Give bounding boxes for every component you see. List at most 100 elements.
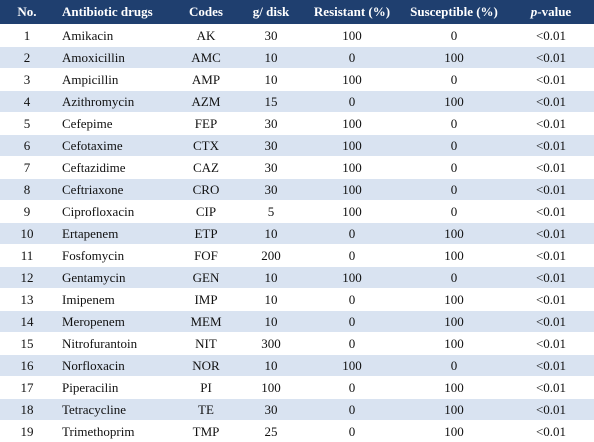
table-cell: Azithromycin — [54, 91, 174, 113]
table-cell: 0 — [304, 399, 400, 421]
table-cell: 0 — [304, 311, 400, 333]
header-cell: g/ disk — [238, 0, 304, 25]
table-cell: 100 — [238, 377, 304, 399]
table-cell: 100 — [400, 311, 508, 333]
table-cell: 0 — [400, 355, 508, 377]
table-cell: CRO — [174, 179, 238, 201]
table-cell: Cefotaxime — [54, 135, 174, 157]
table-cell: 10 — [238, 311, 304, 333]
table-cell: 100 — [400, 399, 508, 421]
header-cell: No. — [0, 0, 54, 25]
table-cell: Meropenem — [54, 311, 174, 333]
table-cell: Tetracycline — [54, 399, 174, 421]
table-cell: 30 — [238, 157, 304, 179]
table-cell: 0 — [304, 333, 400, 355]
table-cell: 0 — [400, 201, 508, 223]
table-cell: 0 — [400, 25, 508, 47]
table-cell: <0.01 — [508, 113, 594, 135]
table-cell: 30 — [238, 113, 304, 135]
table-cell: 17 — [0, 377, 54, 399]
header-cell: Susceptible (%) — [400, 0, 508, 25]
table-cell: <0.01 — [508, 245, 594, 267]
table-cell: 0 — [304, 223, 400, 245]
table-cell: 200 — [238, 245, 304, 267]
table-cell: Ceftazidime — [54, 157, 174, 179]
table-cell: AMP — [174, 69, 238, 91]
table-cell: 100 — [304, 355, 400, 377]
table-cell: 6 — [0, 135, 54, 157]
table-cell: <0.01 — [508, 399, 594, 421]
table-cell: 100 — [400, 223, 508, 245]
table-cell: AMC — [174, 47, 238, 69]
header-cell: p-value — [508, 0, 594, 25]
table-cell: 100 — [400, 377, 508, 399]
table-cell: <0.01 — [508, 355, 594, 377]
table-cell: 16 — [0, 355, 54, 377]
table-cell: 100 — [304, 113, 400, 135]
table-cell: 0 — [400, 113, 508, 135]
table-cell: IMP — [174, 289, 238, 311]
header-cell: Codes — [174, 0, 238, 25]
table-cell: 30 — [238, 135, 304, 157]
table-cell: <0.01 — [508, 69, 594, 91]
table-cell: 0 — [400, 179, 508, 201]
table-cell: 30 — [238, 25, 304, 47]
table-cell: 100 — [304, 25, 400, 47]
table-cell: 10 — [238, 355, 304, 377]
table-cell: 300 — [238, 333, 304, 355]
table-cell: <0.01 — [508, 223, 594, 245]
table-cell: Ampicillin — [54, 69, 174, 91]
table-cell: 100 — [400, 289, 508, 311]
table-cell: 0 — [400, 69, 508, 91]
table-cell: 19 — [0, 421, 54, 442]
table-cell: <0.01 — [508, 91, 594, 113]
table-cell: 0 — [304, 91, 400, 113]
table-cell: <0.01 — [508, 289, 594, 311]
table-cell: 15 — [0, 333, 54, 355]
table-cell: 12 — [0, 267, 54, 289]
table-cell: 10 — [238, 69, 304, 91]
table-cell: 0 — [400, 157, 508, 179]
table-cell: 13 — [0, 289, 54, 311]
table-cell: Ertapenem — [54, 223, 174, 245]
table-cell: 100 — [304, 179, 400, 201]
table-cell: 4 — [0, 91, 54, 113]
table-cell: Trimethoprim — [54, 421, 174, 442]
table-cell: GEN — [174, 267, 238, 289]
table-cell: 1 — [0, 25, 54, 47]
table-cell: <0.01 — [508, 201, 594, 223]
table-cell: 10 — [238, 289, 304, 311]
table-cell: TE — [174, 399, 238, 421]
table-cell: 100 — [304, 157, 400, 179]
table-cell: 0 — [304, 377, 400, 399]
table-cell: 25 — [238, 421, 304, 442]
table-cell: CAZ — [174, 157, 238, 179]
table-cell: 9 — [0, 201, 54, 223]
table-cell: 0 — [400, 135, 508, 157]
table-cell: PI — [174, 377, 238, 399]
table-cell: Nitrofurantoin — [54, 333, 174, 355]
table-cell: 2 — [0, 47, 54, 69]
table-cell: Imipenem — [54, 289, 174, 311]
table-cell: <0.01 — [508, 311, 594, 333]
table-cell: CTX — [174, 135, 238, 157]
table-cell: 11 — [0, 245, 54, 267]
table-cell: Amoxicillin — [54, 47, 174, 69]
table-cell: Gentamycin — [54, 267, 174, 289]
table-cell: <0.01 — [508, 377, 594, 399]
table-cell: 10 — [238, 223, 304, 245]
table-cell: Norfloxacin — [54, 355, 174, 377]
